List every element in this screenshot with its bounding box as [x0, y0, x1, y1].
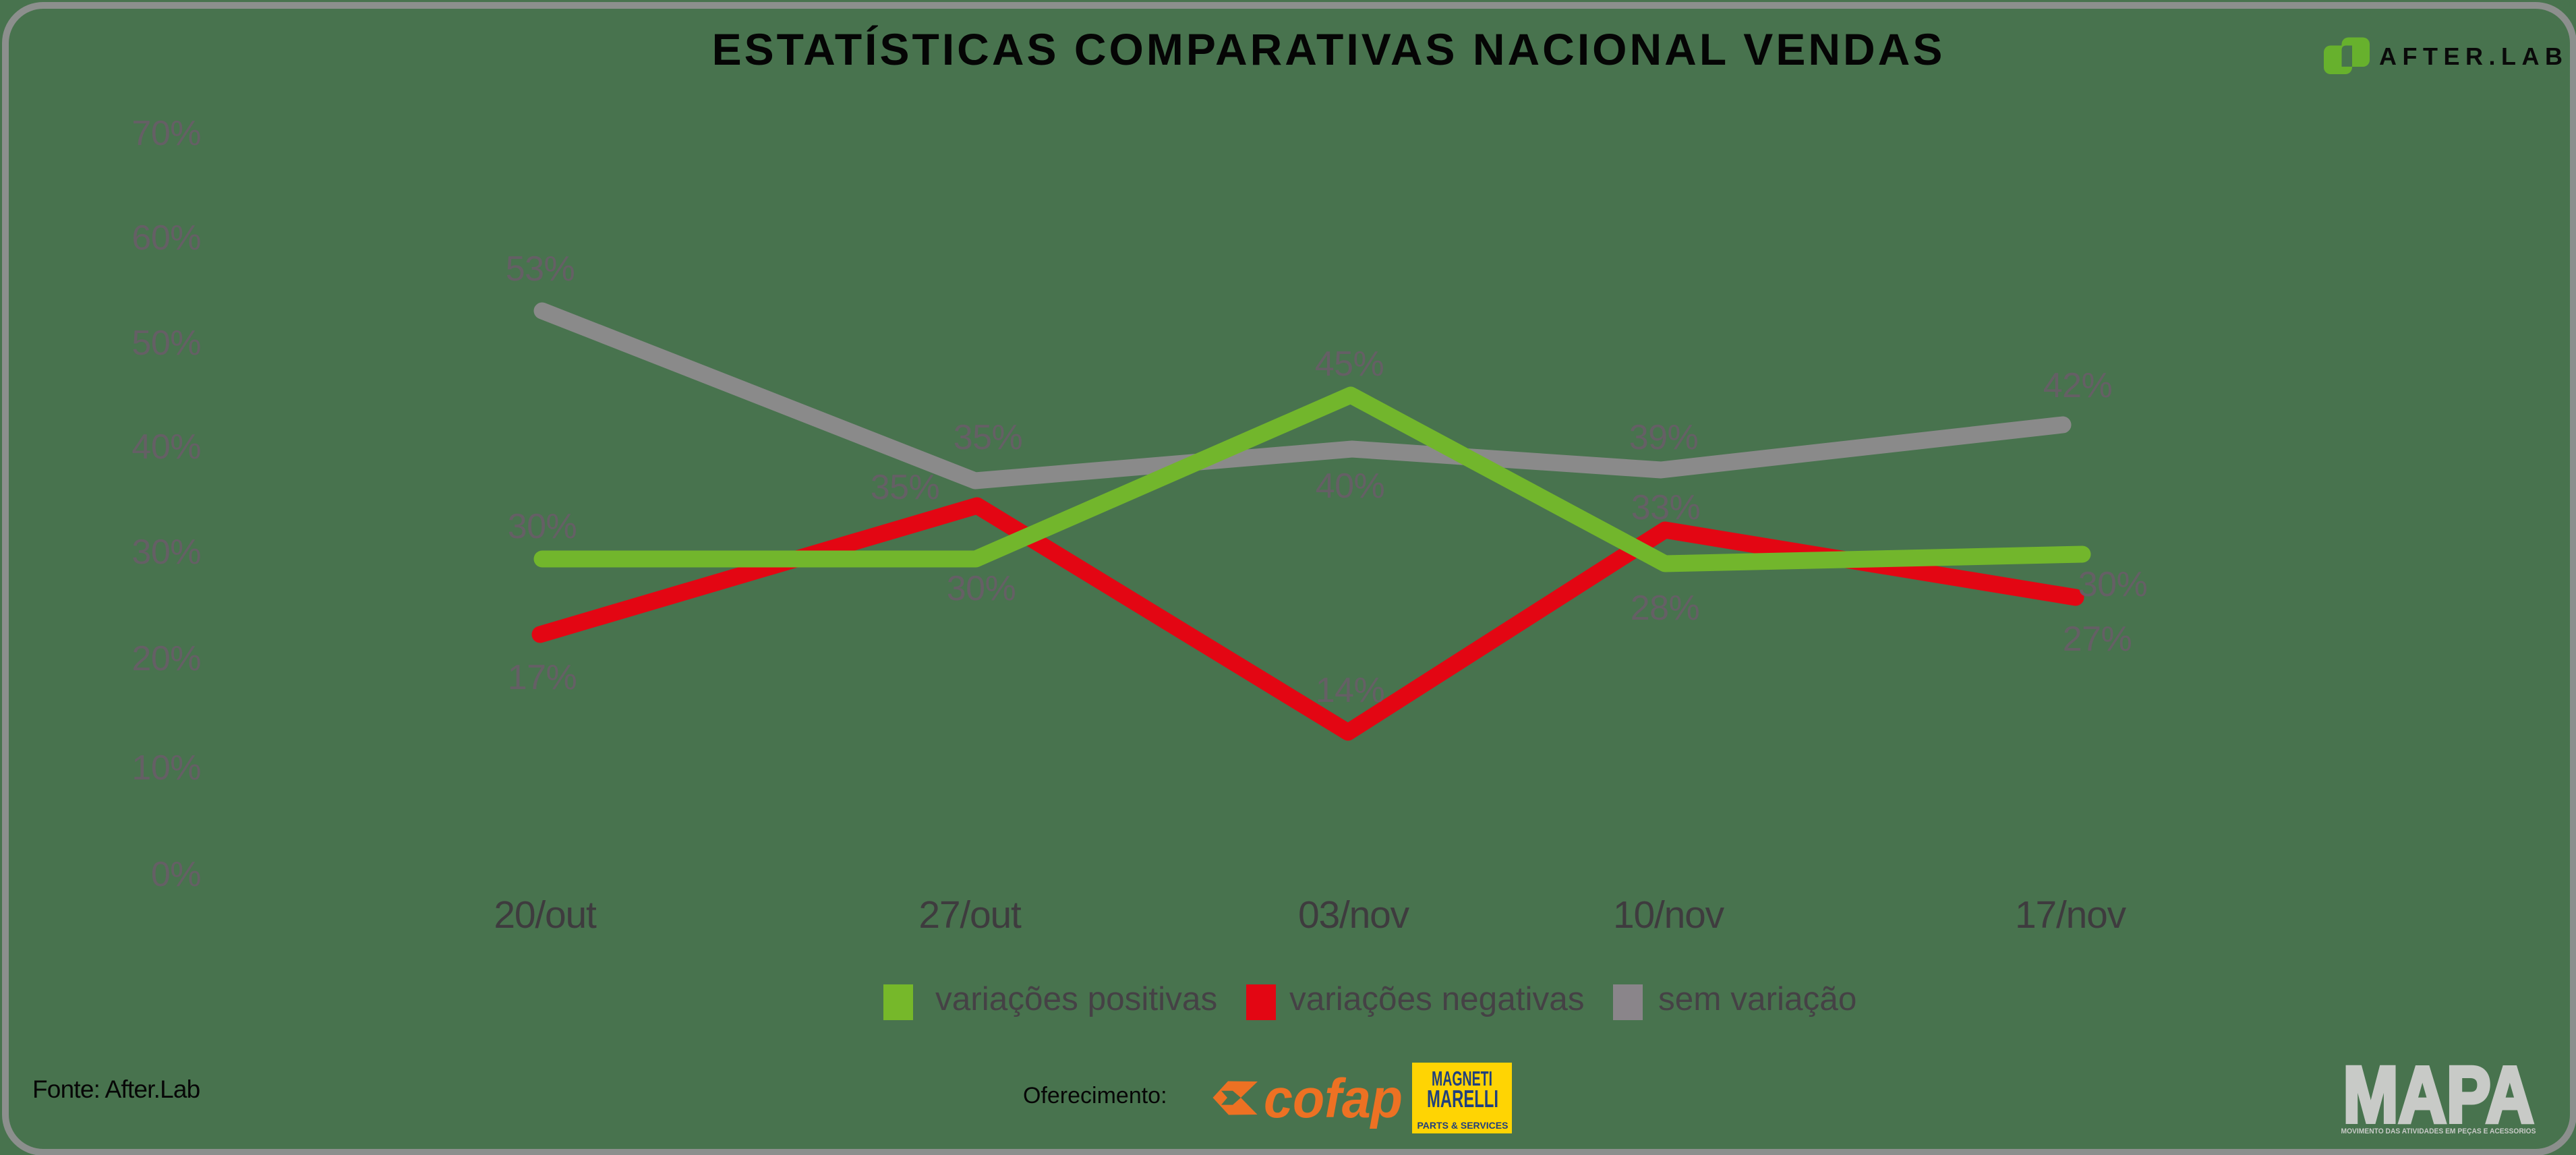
svg-text:MARELLI: MARELLI	[1427, 1085, 1498, 1113]
svg-text:35%: 35%	[954, 418, 1023, 457]
svg-text:42%: 42%	[2043, 366, 2113, 405]
svg-text:variações positivas: variações positivas	[935, 980, 1217, 1017]
svg-text:10/nov: 10/nov	[1613, 893, 1725, 937]
svg-text:sem variação: sem variação	[1658, 980, 1856, 1017]
svg-text:35%: 35%	[871, 468, 940, 507]
svg-text:27%: 27%	[2063, 620, 2132, 659]
svg-text:Oferecimento:: Oferecimento:	[1023, 1083, 1167, 1108]
svg-text:28%: 28%	[1631, 589, 1700, 628]
svg-text:ESTATÍSTICAS COMPARATIVAS NACI: ESTATÍSTICAS COMPARATIVAS NACIONAL VENDA…	[712, 24, 1945, 74]
svg-text:MOVIMENTO DAS ATIVIDADES EM PE: MOVIMENTO DAS ATIVIDADES EM PEÇAS E ACES…	[2341, 1127, 2536, 1135]
svg-text:10%: 10%	[131, 748, 201, 788]
svg-text:27/out: 27/out	[918, 893, 1022, 937]
svg-text:20%: 20%	[131, 639, 201, 678]
svg-text:30%: 30%	[131, 533, 201, 572]
svg-text:70%: 70%	[131, 114, 201, 153]
svg-text:AFTER.LAB: AFTER.LAB	[2379, 42, 2568, 70]
svg-text:20/out: 20/out	[494, 893, 597, 937]
svg-text:MAPA: MAPA	[2343, 1050, 2534, 1139]
svg-text:30%: 30%	[947, 569, 1016, 608]
svg-text:53%: 53%	[506, 249, 575, 289]
svg-text:30%: 30%	[508, 507, 577, 546]
svg-text:0%: 0%	[151, 855, 201, 894]
svg-text:30%: 30%	[2078, 565, 2148, 604]
svg-text:33%: 33%	[1631, 488, 1701, 527]
svg-text:PARTS & SERVICES: PARTS & SERVICES	[1417, 1120, 1509, 1131]
svg-text:Fonte: After.Lab: Fonte: After.Lab	[32, 1075, 200, 1103]
svg-text:MAGNETI: MAGNETI	[1432, 1067, 1492, 1090]
svg-text:variações negativas: variações negativas	[1289, 980, 1585, 1017]
svg-text:cofap: cofap	[1264, 1068, 1403, 1129]
svg-text:39%: 39%	[1629, 418, 1699, 457]
svg-text:14%: 14%	[1316, 671, 1385, 710]
svg-text:40%: 40%	[131, 427, 201, 467]
svg-text:17/nov: 17/nov	[2015, 893, 2127, 937]
svg-text:40%: 40%	[1316, 467, 1385, 506]
svg-text:17%: 17%	[508, 658, 577, 697]
svg-text:50%: 50%	[131, 324, 201, 363]
svg-text:60%: 60%	[131, 218, 201, 258]
svg-text:03/nov: 03/nov	[1298, 893, 1410, 937]
svg-text:45%: 45%	[1315, 345, 1384, 384]
